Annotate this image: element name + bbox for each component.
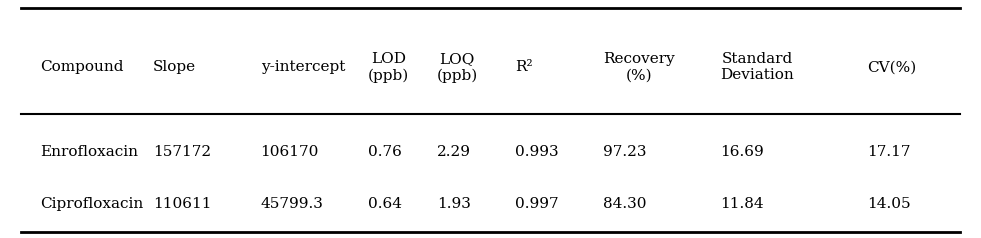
Text: 0.76: 0.76: [368, 145, 402, 159]
Text: 0.64: 0.64: [368, 197, 402, 211]
Text: LOQ
(ppb): LOQ (ppb): [437, 52, 478, 83]
Text: 0.997: 0.997: [515, 197, 558, 211]
Text: 16.69: 16.69: [720, 145, 764, 159]
Text: 106170: 106170: [261, 145, 319, 159]
Text: 45799.3: 45799.3: [261, 197, 324, 211]
Text: Slope: Slope: [153, 60, 196, 74]
Text: Enrofloxacin: Enrofloxacin: [40, 145, 138, 159]
Text: 84.30: 84.30: [603, 197, 646, 211]
Text: 11.84: 11.84: [720, 197, 764, 211]
Text: 17.17: 17.17: [867, 145, 910, 159]
Text: 97.23: 97.23: [603, 145, 646, 159]
Text: 14.05: 14.05: [867, 197, 910, 211]
Text: Ciprofloxacin: Ciprofloxacin: [40, 197, 144, 211]
Text: 0.993: 0.993: [515, 145, 558, 159]
Text: Standard
Deviation: Standard Deviation: [720, 52, 795, 82]
Text: y-intercept: y-intercept: [261, 60, 345, 74]
Text: 110611: 110611: [153, 197, 212, 211]
Text: CV(%): CV(%): [867, 60, 916, 74]
Text: 2.29: 2.29: [437, 145, 471, 159]
Text: Recovery
(%): Recovery (%): [603, 52, 675, 82]
Text: Compound: Compound: [40, 60, 124, 74]
Text: 1.93: 1.93: [437, 197, 471, 211]
Text: 157172: 157172: [153, 145, 211, 159]
Text: R²: R²: [515, 60, 533, 74]
Text: LOD
(ppb): LOD (ppb): [368, 52, 409, 83]
